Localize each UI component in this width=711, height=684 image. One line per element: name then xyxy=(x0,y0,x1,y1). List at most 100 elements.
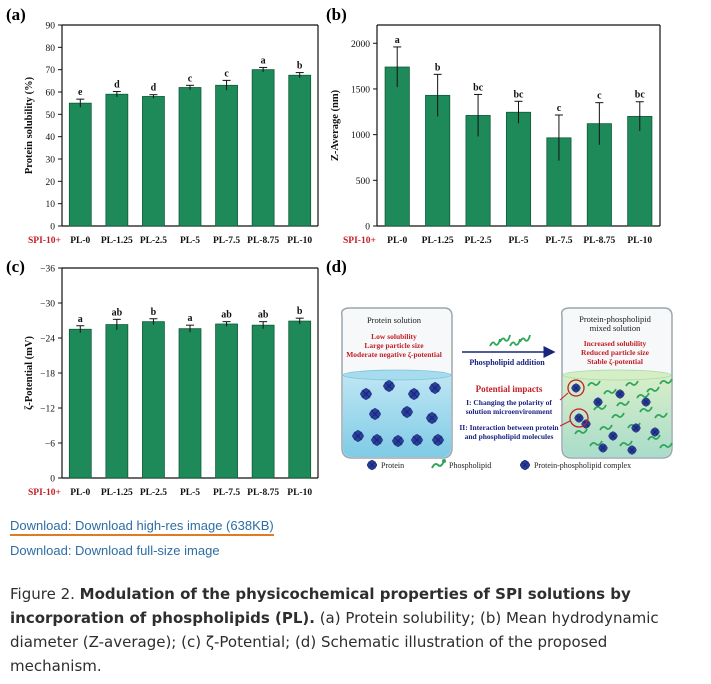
x-tick-label: PL-0 xyxy=(387,236,407,246)
cluster-bead xyxy=(611,431,616,436)
legend-complex: Protein-phospholipid complex xyxy=(534,461,631,470)
bar-PL-7.5 xyxy=(215,84,238,227)
phospholipid-mark xyxy=(611,412,625,419)
cluster-bead xyxy=(377,437,383,443)
cluster-bead xyxy=(352,433,358,439)
impact-1-line-1: I: Changing the polarity of xyxy=(466,398,552,407)
cluster-bead xyxy=(401,409,407,415)
cluster-bead xyxy=(386,386,392,392)
caption-rest: (a) Protein solubility; (b) Mean hydrody… xyxy=(10,609,659,675)
cluster-bead xyxy=(411,394,417,400)
cluster-bead xyxy=(429,418,435,424)
y-tick-label: −12 xyxy=(40,405,55,415)
cluster-bead xyxy=(632,448,637,453)
y-tick-label: 50 xyxy=(46,111,56,121)
phospholipid-mark xyxy=(599,424,613,431)
significance-letter: ab xyxy=(258,310,269,321)
significance-letter: b xyxy=(297,61,303,72)
cluster-bead xyxy=(414,434,420,440)
phospholipid-mark xyxy=(646,386,660,393)
y-tick-label: −18 xyxy=(40,370,55,380)
y-tick-label: −24 xyxy=(40,335,55,345)
cluster-bead xyxy=(646,400,651,405)
legend-complex-cluster xyxy=(519,459,531,471)
cluster-bead xyxy=(641,400,646,405)
legend-phospholipid: Phospholipid xyxy=(449,461,491,470)
y-tick-label: 500 xyxy=(356,177,371,187)
cluster-bead xyxy=(435,440,441,446)
cluster-bead xyxy=(598,446,603,451)
cluster-bead xyxy=(593,400,598,405)
bar-PL-10 xyxy=(627,115,653,227)
cluster-bead xyxy=(369,411,375,417)
cluster-bead xyxy=(627,448,632,453)
impact-2-line-2: and phospholipid molecules xyxy=(465,432,554,441)
protein-cluster xyxy=(371,434,383,446)
cluster-bead xyxy=(432,388,438,394)
y-tick-label: 30 xyxy=(46,156,56,166)
x-tick-label: PL-10 xyxy=(287,488,312,498)
cluster-bead xyxy=(386,380,392,386)
legend-protein: Protein xyxy=(381,461,404,470)
phospholipid-mark xyxy=(509,338,521,347)
phospholipid-mark xyxy=(616,400,630,407)
cluster-bead xyxy=(429,385,435,391)
cluster-bead xyxy=(374,434,380,440)
figure-caption: Figure 2. Modulation of the physicochemi… xyxy=(10,582,690,678)
complex-cluster xyxy=(650,427,660,437)
cluster-bead xyxy=(404,412,410,418)
x-prefix-label: SPI-10+ xyxy=(28,488,61,498)
significance-letter: d xyxy=(151,83,157,94)
bar-PL-5 xyxy=(178,87,202,227)
cluster-bead xyxy=(630,450,635,455)
cluster-bead xyxy=(395,435,401,441)
cluster-bead xyxy=(615,392,620,397)
y-tick-label: 0 xyxy=(50,475,55,485)
cluster-bead xyxy=(429,412,435,418)
x-tick-label: PL-1.25 xyxy=(422,236,454,246)
x-prefix-label: SPI-10+ xyxy=(343,236,376,246)
cluster-bead xyxy=(375,411,381,417)
cluster-bead xyxy=(519,462,525,468)
download-high-res-link[interactable]: Download: Download high-res image (638KB… xyxy=(10,518,274,536)
cluster-bead xyxy=(653,432,658,437)
complex-cluster xyxy=(598,443,608,453)
cluster-bead xyxy=(389,383,395,389)
bar-PL-5 xyxy=(178,328,202,479)
right-line-2: Reduced particle size xyxy=(581,348,650,357)
highlight-circle-2 xyxy=(569,408,589,428)
cluster-bead xyxy=(584,424,589,429)
cluster-bead xyxy=(411,388,417,394)
left-protein-clusters xyxy=(352,380,444,447)
cluster-bead xyxy=(596,397,601,402)
x-tick-label: PL-2.5 xyxy=(140,488,167,498)
phospholipid-mark xyxy=(659,442,673,449)
bar-PL-2.5 xyxy=(142,96,165,227)
cluster-bead xyxy=(522,465,528,471)
cluster-bead xyxy=(618,389,623,394)
significance-letter: b xyxy=(151,307,157,318)
bar-PL-7.5 xyxy=(215,323,238,479)
protein-cluster xyxy=(369,408,381,420)
complex-legend-icon xyxy=(519,459,531,471)
cluster-bead xyxy=(634,428,639,433)
download-full-size-link[interactable]: Download: Download full-size image xyxy=(10,543,220,558)
protein-cluster xyxy=(426,412,438,424)
complex-cluster xyxy=(571,383,581,393)
protein-cluster xyxy=(429,382,441,394)
panel-label-d: (d) xyxy=(326,257,347,276)
cluster-bead xyxy=(525,462,531,468)
cluster-bead xyxy=(579,416,584,421)
highlight-connector-1 xyxy=(559,392,569,401)
complex-cluster xyxy=(627,445,637,455)
left-beaker xyxy=(340,307,453,459)
cluster-bead xyxy=(653,427,658,432)
protein-cluster xyxy=(383,380,395,392)
y-axis-label: Protein solubility (%) xyxy=(24,76,35,174)
y-tick-label: 1000 xyxy=(351,131,370,141)
cluster-bead xyxy=(395,441,401,447)
phospholipid-mark xyxy=(574,428,588,435)
bar-PL-0 xyxy=(68,328,92,479)
phospholipid-mark xyxy=(659,378,673,385)
phospholipid-mark xyxy=(625,380,639,387)
